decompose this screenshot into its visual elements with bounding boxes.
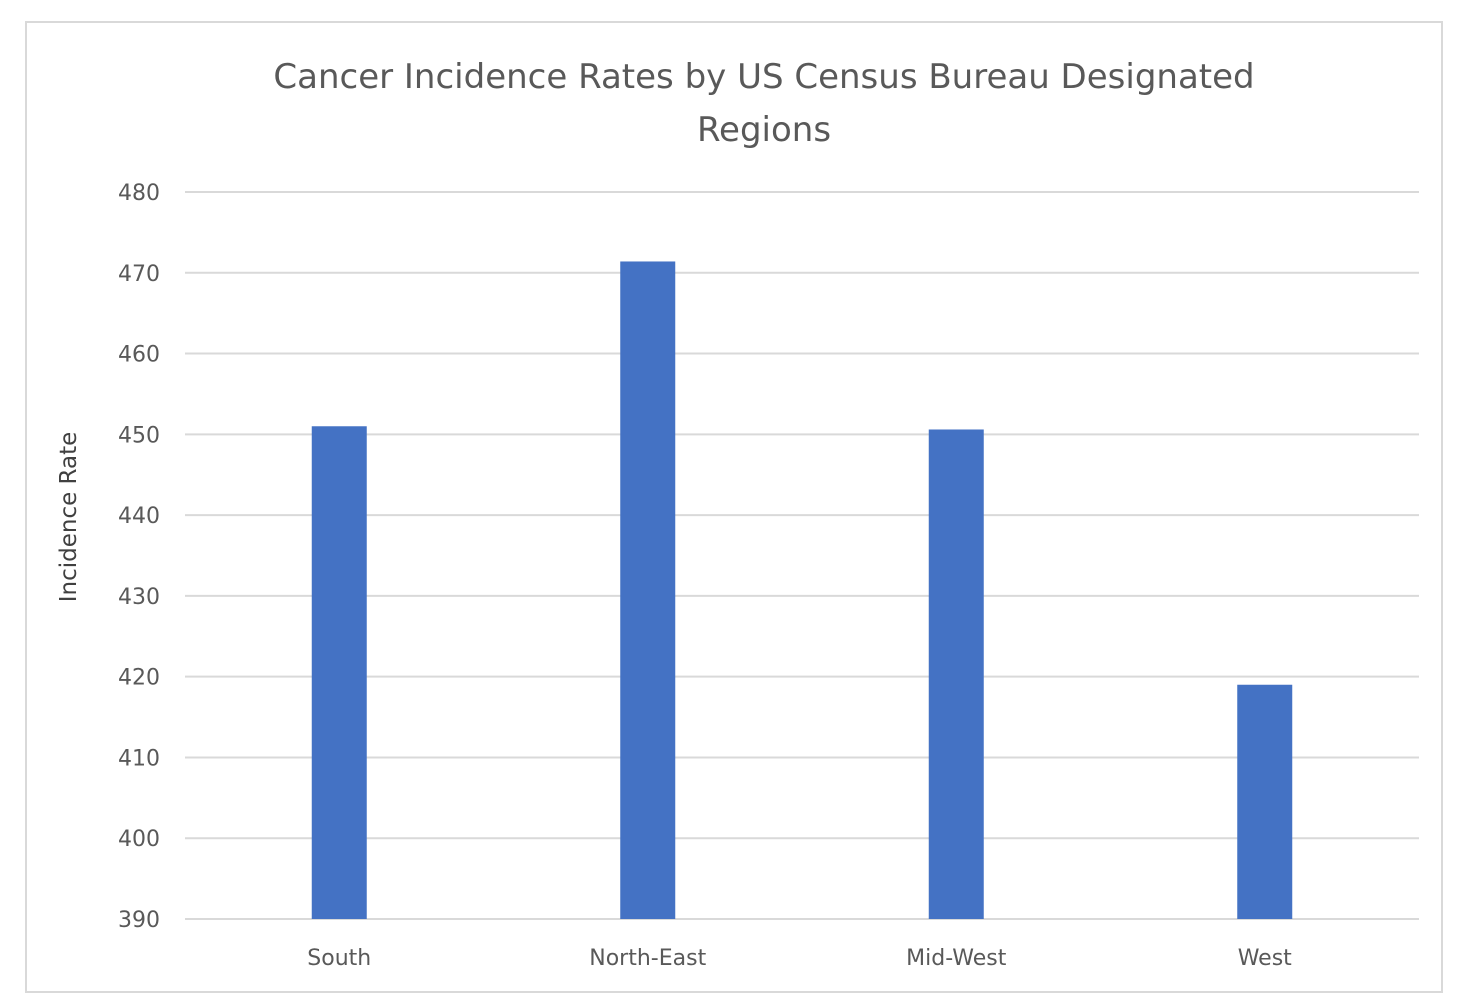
bar-west [1237,684,1293,919]
y-tick-label: 390 [118,908,160,933]
y-tick-label: 420 [118,666,160,691]
chart-title-line-2: Regions [697,110,831,150]
chart-title: Cancer Incidence Rates by US Census Bure… [273,57,1254,150]
x-axis-ticks: South North-East Mid-West West [307,946,1292,971]
y-axis-ticks: 480 470 460 450 440 430 420 410 400 390 [118,181,160,933]
y-tick-label: 470 [118,262,160,287]
bar-north-east [620,261,676,920]
x-tick-label: South [307,946,371,971]
x-tick-label: North-East [589,946,706,971]
y-axis-title: Incidence Rate [56,432,82,603]
y-tick-label: 480 [118,181,160,206]
bars [311,261,1293,920]
bar-south [311,426,367,919]
y-tick-label: 410 [118,746,160,771]
x-tick-label: Mid-West [906,946,1007,971]
bar-mid-west [928,429,984,919]
chart-frame [25,21,1443,993]
y-tick-label: 440 [118,504,160,529]
x-tick-label: West [1238,946,1292,971]
y-tick-label: 450 [118,423,160,448]
chart-title-line-1: Cancer Incidence Rates by US Census Bure… [273,57,1254,97]
gridlines [185,191,1419,920]
y-tick-label: 400 [118,827,160,852]
y-tick-label: 430 [118,585,160,610]
y-tick-label: 460 [118,343,160,368]
